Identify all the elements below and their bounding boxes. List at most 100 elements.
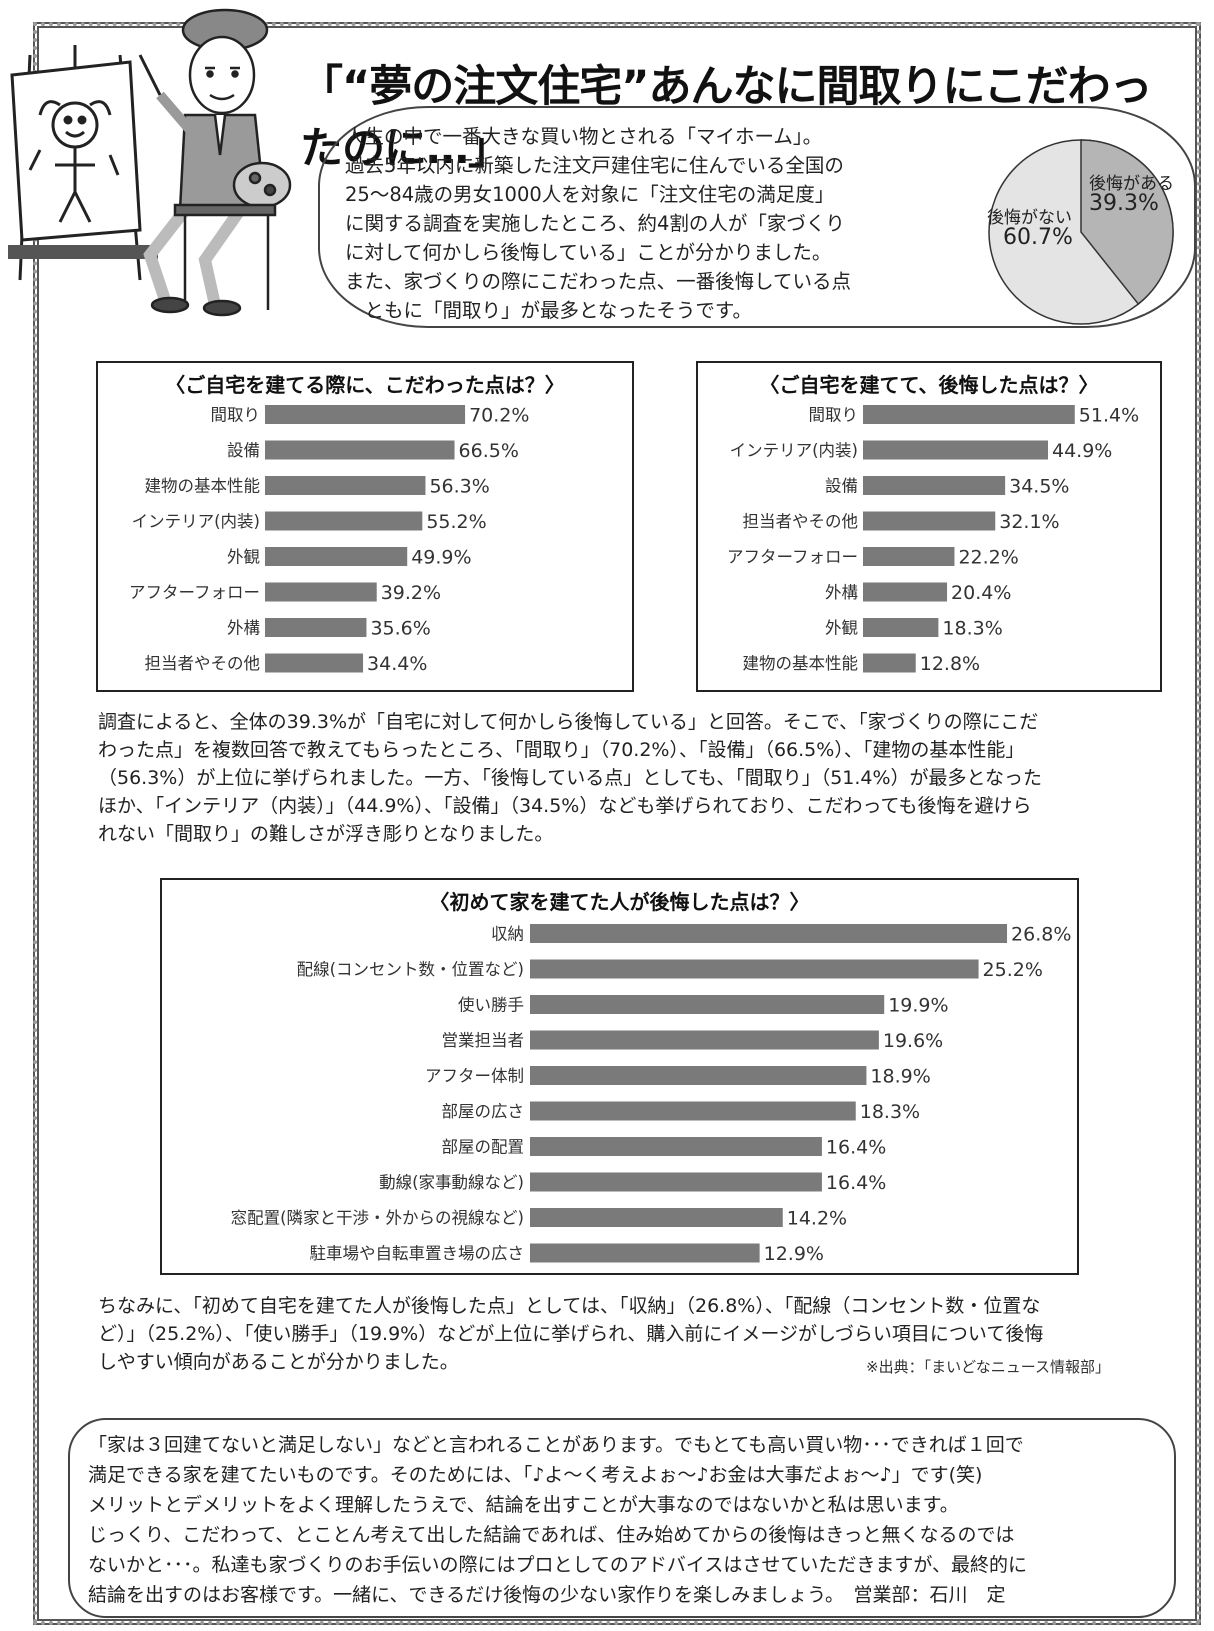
- bar: [530, 1208, 783, 1227]
- bar: [863, 547, 955, 566]
- bar: [530, 1030, 879, 1050]
- bar-value-label: 22.2%: [958, 547, 1018, 569]
- painter-illustration: [8, 8, 292, 317]
- bar: [863, 653, 916, 673]
- bar-value-label: 18.3%: [942, 618, 1002, 640]
- source-note: ※出典：「まいどなニュース情報部」: [866, 1358, 1111, 1376]
- bar-value-label: 32.1%: [999, 511, 1059, 533]
- bar: [863, 618, 939, 637]
- paragraph-line: しやすい傾向があることが分かりました。: [98, 1351, 459, 1373]
- bar-value-label: 25.2%: [983, 959, 1043, 981]
- bar-category-label: インテリア(内装): [132, 512, 260, 531]
- bar-value-label: 44.9%: [1052, 440, 1112, 462]
- bar: [265, 511, 423, 531]
- bar-value-label: 26.8%: [1011, 924, 1071, 946]
- bar-category-label: 担当者やその他: [145, 654, 261, 673]
- bar: [265, 653, 364, 673]
- bar-value-label: 20.4%: [951, 582, 1011, 604]
- intro-line: 25～84歳の男女1000人を対象に「注文住宅の満足度」: [345, 183, 835, 206]
- paragraph-line: （56.3%）が上位に挙げられました。一方、「後悔している点」としても、「間取り…: [98, 767, 1042, 789]
- bar-value-label: 16.4%: [826, 1172, 886, 1194]
- chart-first-time-title: 〈初めて家を建てた人が後悔した点は？〉: [429, 890, 810, 914]
- pie-regret-value: 39.3%: [1089, 191, 1159, 216]
- bar-value-label: 34.4%: [367, 653, 427, 675]
- bar-category-label: アフターフォロー: [727, 548, 858, 567]
- chart-first-time-regret: 〈初めて家を建てた人が後悔した点は？〉 収納 26.8% 配線(コンセント数・位置な…: [160, 878, 1079, 1275]
- bar: [863, 511, 996, 531]
- analysis-paragraph: 調査によると、全体の39.3%が「自宅に対して何かしら後悔している」と回答。そこ…: [98, 708, 1042, 848]
- bar-category-label: 動線(家事動線など): [379, 1173, 524, 1192]
- bar-category-label: インテリア(内装): [730, 441, 858, 460]
- bar-value-label: 12.8%: [920, 653, 980, 675]
- bar-category-label: 部屋の広さ: [442, 1102, 525, 1121]
- bar-value-label: 70.2%: [469, 405, 529, 427]
- bar: [530, 995, 885, 1014]
- bar: [265, 618, 367, 637]
- pie-no-regret-label: 後悔がない: [987, 208, 1072, 228]
- bar-category-label: 外観: [227, 548, 260, 567]
- intro-line: ともに「間取り」が最多となったそうです。: [345, 299, 752, 322]
- bar-category-label: 外観: [825, 619, 858, 638]
- bar: [863, 582, 948, 602]
- bar-value-label: 56.3%: [429, 476, 489, 498]
- bar-category-label: 窓配置(隣家と干渉・外からの視線など): [231, 1209, 524, 1228]
- bar-category-label: 間取り: [809, 406, 859, 425]
- pie-no-regret-value: 60.7%: [1003, 225, 1073, 250]
- bar: [530, 1101, 856, 1121]
- page-frame: [33, 22, 1201, 1625]
- intro-line: 人生の中で一番大きな買い物とされる「マイホーム」。: [345, 125, 823, 148]
- closing-line: 満足できる家を建てたいものです。そのためには、「♪よ～く考えよぉ～♪お金は大事だ…: [88, 1464, 983, 1486]
- bar: [863, 476, 1006, 495]
- intro-text: 人生の中で一番大きな買い物とされる「マイホーム」。 過去5年以内に新築した注文戸建…: [345, 122, 965, 325]
- closing-text: 「家は３回建てないと満足しない」などと言われることがあります。でもとても高い買い…: [88, 1430, 1168, 1610]
- paragraph-line: ど）」（25.2%）、「使い勝手」（19.9%）などが上位に挙げられ、購入前にイ…: [98, 1323, 1044, 1345]
- bar-category-label: 営業担当者: [442, 1031, 525, 1050]
- bar: [530, 1137, 822, 1156]
- chart-commitment: 〈ご自宅を建てる際に、こだわった点は？〉 間取り 70.2% 設備 66.5% 建物の基…: [96, 361, 634, 692]
- chart-regret: 〈ご自宅を建てて、後悔した点は？〉 間取り 51.4% インテリア(内装) 44.9%…: [696, 361, 1162, 692]
- bar-category-label: 建物の基本性能: [145, 477, 261, 496]
- bar: [863, 440, 1048, 460]
- bar-value-label: 19.6%: [883, 1030, 943, 1052]
- bar-category-label: 配線(コンセント数・位置など): [297, 960, 524, 979]
- bar-value-label: 12.9%: [764, 1243, 824, 1265]
- bar-category-label: 設備: [825, 477, 858, 496]
- first-time-paragraph: ちなみに、「初めて自宅を建てた人が後悔した点」としては、「収納」（26.8%）、…: [98, 1292, 1043, 1376]
- bar-value-label: 49.9%: [411, 547, 471, 569]
- bar: [265, 476, 426, 495]
- bar-value-label: 34.5%: [1009, 476, 1069, 498]
- intro-line: に関する調査を実施したところ、約4割の人が「家づくり: [345, 212, 845, 235]
- bar: [530, 1243, 760, 1263]
- closing-box: [68, 1418, 1176, 1618]
- bar-category-label: 間取り: [211, 406, 261, 425]
- bar-value-label: 18.9%: [870, 1066, 930, 1088]
- paragraph-line: 調査によると、全体の39.3%が「自宅に対して何かしら後悔している」と回答。そこ…: [98, 711, 1039, 733]
- bar: [530, 1172, 822, 1192]
- intro-line: また、家づくりの際にこだわった点、一番後悔している点: [345, 270, 852, 293]
- bar-value-label: 55.2%: [426, 511, 486, 533]
- bar-value-label: 19.9%: [888, 995, 948, 1017]
- chart-commitment-title: 〈ご自宅を建てる際に、こだわった点は？〉: [165, 373, 565, 397]
- pie-slice-regret: [1080, 139, 1174, 306]
- bar-category-label: アフター体制: [425, 1067, 524, 1086]
- chart-regret-title: 〈ご自宅を建てて、後悔した点は？〉: [759, 373, 1099, 397]
- bar: [265, 405, 466, 424]
- bar-category-label: 部屋の配置: [442, 1138, 525, 1157]
- closing-line: じっくり、こだわって、とことん考えて出した結論であれば、住み始めてからの後悔はき…: [88, 1524, 1015, 1546]
- pie-label-no-regret: 後悔がない 60.7%: [987, 208, 1073, 250]
- bar: [265, 582, 377, 602]
- bar: [530, 959, 979, 979]
- pie-label-regret: 後悔がある 39.3%: [1089, 174, 1174, 216]
- bar-category-label: 外構: [227, 619, 261, 638]
- bar-value-label: 51.4%: [1079, 405, 1139, 427]
- closing-line: メリットとデメリットをよく理解したうえで、結論を出すことが大事なのではないかと私…: [88, 1494, 959, 1516]
- paragraph-line: わった点」を複数回答で教えてもらったところ、「間取り」（70.2%）、「設備」（…: [98, 739, 1025, 761]
- closing-line: 「家は３回建てないと満足しない」などと言われることがあります。でもとても高い買い…: [88, 1434, 1024, 1456]
- bar-category-label: 建物の基本性能: [743, 654, 859, 673]
- bar: [265, 440, 455, 460]
- speech-bubble: [318, 106, 1196, 328]
- paragraph-line: ちなみに、「初めて自宅を建てた人が後悔した点」としては、「収納」（26.8%）、…: [98, 1295, 1041, 1317]
- closing-line: ないかと･･･。私達も家づくりのお手伝いの際にはプロとしてのアドバイスはさせてい…: [88, 1554, 1027, 1576]
- bar-category-label: 担当者やその他: [743, 512, 859, 531]
- bar-category-label: 使い勝手: [458, 996, 524, 1015]
